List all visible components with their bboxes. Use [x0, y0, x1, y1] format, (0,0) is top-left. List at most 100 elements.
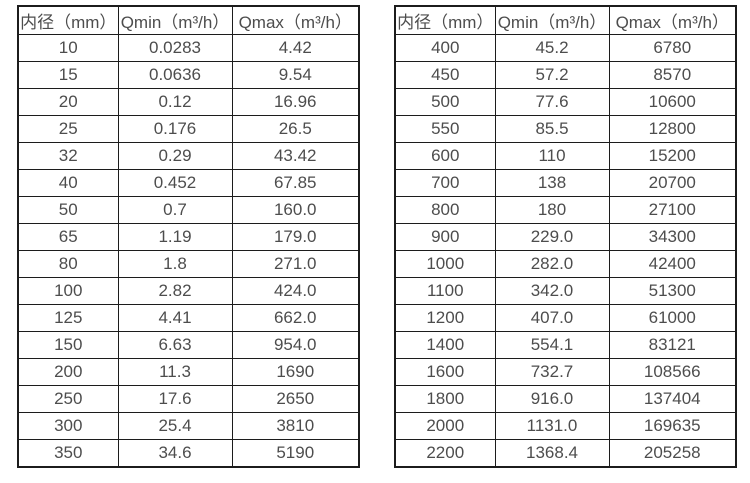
table-row: 100 2.82 424.0: [17, 277, 360, 305]
table-cell: 350: [17, 439, 119, 468]
table-cell: 1690: [231, 358, 360, 386]
spec-table-large-diameter: 内径（mm） Qmin（m³/h） Qmax（m³/h） 400 45.2 6780…: [394, 5, 737, 468]
table-cell: 0.452: [117, 169, 233, 197]
table-cell: 916.0: [494, 385, 610, 413]
table-row: 150 6.63 954.0: [17, 331, 360, 359]
table-row: 1600 732.7 108566: [394, 358, 737, 386]
table-cell: 800: [394, 196, 496, 224]
table-cell: 65: [17, 223, 119, 251]
table-cell: 0.0283: [117, 34, 233, 62]
table-row: 300 25.4 3810: [17, 412, 360, 440]
header-inner-diameter: 内径（mm）: [17, 5, 119, 35]
table-cell: 160.0: [231, 196, 360, 224]
table-row: 800 180 27100: [394, 196, 737, 224]
table-cell: 424.0: [231, 277, 360, 305]
table-cell: 1131.0: [494, 412, 610, 440]
table-cell: 662.0: [231, 304, 360, 332]
table-cell: 6780: [608, 34, 737, 62]
table-row: 500 77.6 10600: [394, 88, 737, 116]
table-cell: 110: [494, 142, 610, 170]
table-header-row: 内径（mm） Qmin（m³/h） Qmax（m³/h）: [394, 5, 737, 35]
table-cell: 67.85: [231, 169, 360, 197]
table-cell: 27100: [608, 196, 737, 224]
table-row: 125 4.41 662.0: [17, 304, 360, 332]
table-cell: 150: [17, 331, 119, 359]
table-cell: 57.2: [494, 61, 610, 89]
table-cell: 108566: [608, 358, 737, 386]
table-cell: 34300: [608, 223, 737, 251]
table-row: 32 0.29 43.42: [17, 142, 360, 170]
table-cell: 1600: [394, 358, 496, 386]
table-cell: 10600: [608, 88, 737, 116]
table-cell: 1100: [394, 277, 496, 305]
table-cell: 554.1: [494, 331, 610, 359]
table-row: 250 17.6 2650: [17, 385, 360, 413]
table-cell: 550: [394, 115, 496, 143]
table-cell: 954.0: [231, 331, 360, 359]
table-cell: 61000: [608, 304, 737, 332]
table-cell: 2.82: [117, 277, 233, 305]
table-cell: 85.5: [494, 115, 610, 143]
table-row: 200 11.3 1690: [17, 358, 360, 386]
table-row: 80 1.8 271.0: [17, 250, 360, 278]
table-cell: 12800: [608, 115, 737, 143]
table-row: 20 0.12 16.96: [17, 88, 360, 116]
table-cell: 900: [394, 223, 496, 251]
table-header-row: 内径（mm） Qmin（m³/h） Qmax（m³/h）: [17, 5, 360, 35]
table-row: 50 0.7 160.0: [17, 196, 360, 224]
table-row: 1800 916.0 137404: [394, 385, 737, 413]
header-qmax: Qmax（m³/h）: [608, 5, 737, 35]
table-cell: 10: [17, 34, 119, 62]
table-cell: 125: [17, 304, 119, 332]
table-cell: 25.4: [117, 412, 233, 440]
header-qmin: Qmin（m³/h）: [494, 5, 610, 35]
table-cell: 8570: [608, 61, 737, 89]
table-cell: 2200: [394, 439, 496, 468]
table-cell: 17.6: [117, 385, 233, 413]
table-cell: 200: [17, 358, 119, 386]
table-cell: 407.0: [494, 304, 610, 332]
table-cell: 1200: [394, 304, 496, 332]
table-cell: 40: [17, 169, 119, 197]
table-row: 10 0.0283 4.42: [17, 34, 360, 62]
table-row: 1400 554.1 83121: [394, 331, 737, 359]
table-cell: 1400: [394, 331, 496, 359]
table-row: 25 0.176 26.5: [17, 115, 360, 143]
table-cell: 100: [17, 277, 119, 305]
table-cell: 1.8: [117, 250, 233, 278]
table-cell: 42400: [608, 250, 737, 278]
table-cell: 600: [394, 142, 496, 170]
table-cell: 25: [17, 115, 119, 143]
table-cell: 1368.4: [494, 439, 610, 468]
table-row: 600 110 15200: [394, 142, 737, 170]
table-cell: 9.54: [231, 61, 360, 89]
table-cell: 179.0: [231, 223, 360, 251]
table-cell: 282.0: [494, 250, 610, 278]
table-cell: 50: [17, 196, 119, 224]
table-cell: 0.0636: [117, 61, 233, 89]
table-cell: 138: [494, 169, 610, 197]
table-cell: 732.7: [494, 358, 610, 386]
table-cell: 250: [17, 385, 119, 413]
table-cell: 15: [17, 61, 119, 89]
table-cell: 0.7: [117, 196, 233, 224]
table-cell: 3810: [231, 412, 360, 440]
table-row: 400 45.2 6780: [394, 34, 737, 62]
table-row: 550 85.5 12800: [394, 115, 737, 143]
table-cell: 45.2: [494, 34, 610, 62]
table-cell: 4.41: [117, 304, 233, 332]
table-cell: 1.19: [117, 223, 233, 251]
table-cell: 20: [17, 88, 119, 116]
table-cell: 137404: [608, 385, 737, 413]
table-row: 40 0.452 67.85: [17, 169, 360, 197]
table-cell: 5190: [231, 439, 360, 468]
table-cell: 0.12: [117, 88, 233, 116]
table-cell: 80: [17, 250, 119, 278]
table-cell: 20700: [608, 169, 737, 197]
table-row: 700 138 20700: [394, 169, 737, 197]
table-cell: 400: [394, 34, 496, 62]
table-body: 400 45.2 6780 450 57.2 8570 500 77.6 10600 550 85.…: [394, 34, 737, 468]
table-cell: 205258: [608, 439, 737, 468]
table-cell: 16.96: [231, 88, 360, 116]
table-cell: 11.3: [117, 358, 233, 386]
